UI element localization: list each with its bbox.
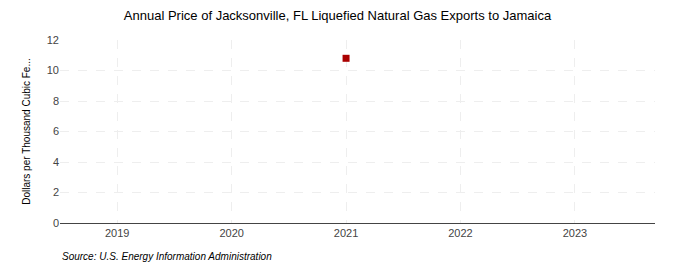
svg-text:6: 6 <box>53 125 59 137</box>
svg-text:Dollars per Thousand Cubic Fe.: Dollars per Thousand Cubic Fe... <box>21 58 32 205</box>
svg-text:0: 0 <box>53 217 59 229</box>
svg-text:2019: 2019 <box>105 227 129 239</box>
svg-text:2020: 2020 <box>219 227 243 239</box>
svg-text:2023: 2023 <box>563 227 587 239</box>
svg-text:8: 8 <box>53 95 59 107</box>
svg-text:Source: U.S. Energy Informatio: Source: U.S. Energy Information Administ… <box>62 251 272 262</box>
svg-text:2021: 2021 <box>334 227 358 239</box>
svg-text:2022: 2022 <box>448 227 472 239</box>
svg-text:2: 2 <box>53 186 59 198</box>
svg-text:4: 4 <box>53 156 59 168</box>
svg-text:12: 12 <box>47 34 59 46</box>
svg-text:Annual Price of Jacksonville,: Annual Price of Jacksonville, FL Liquefi… <box>124 8 552 23</box>
svg-text:10: 10 <box>47 64 59 76</box>
